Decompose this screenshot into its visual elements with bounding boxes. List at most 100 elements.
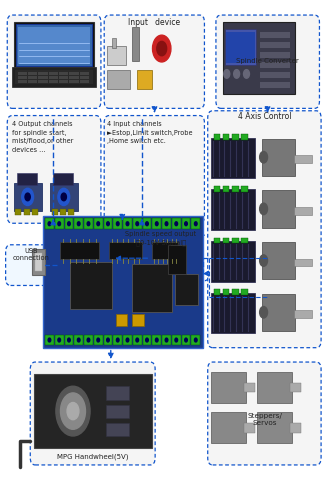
FancyBboxPatch shape [30, 362, 155, 465]
Bar [106, 423, 129, 436]
Bar [225, 29, 256, 65]
Circle shape [107, 338, 109, 342]
Bar [65, 335, 73, 345]
Bar [175, 274, 198, 305]
Circle shape [244, 70, 249, 78]
Bar [49, 72, 58, 75]
Bar [262, 294, 295, 331]
Bar [108, 70, 130, 89]
Bar [211, 241, 255, 282]
Circle shape [56, 386, 90, 436]
Bar [257, 372, 291, 403]
Circle shape [58, 188, 70, 205]
Text: Spindle speed output
（0-10V Signal）: Spindle speed output （0-10V Signal） [125, 231, 196, 246]
Bar [24, 209, 30, 215]
Circle shape [152, 35, 171, 62]
FancyBboxPatch shape [7, 15, 101, 108]
Bar [32, 249, 45, 276]
Bar [168, 245, 186, 274]
Circle shape [126, 222, 129, 226]
Bar [106, 386, 129, 400]
Bar [59, 76, 68, 79]
Text: Steppers/
Servos: Steppers/ Servos [247, 413, 282, 426]
Circle shape [48, 338, 51, 342]
Bar [104, 218, 112, 229]
Text: 4 Output channels
for spindle start,
mist/flood,or other
devices ...: 4 Output channels for spindle start, mis… [12, 121, 74, 153]
Circle shape [194, 222, 197, 226]
Bar [241, 289, 248, 295]
Circle shape [60, 393, 85, 429]
Bar [70, 262, 113, 310]
Circle shape [97, 222, 100, 226]
Circle shape [224, 70, 230, 78]
Bar [84, 218, 93, 229]
Bar [14, 182, 42, 211]
Bar [84, 335, 93, 345]
Text: USB
connection: USB connection [13, 248, 50, 261]
Bar [211, 293, 255, 333]
Text: Input   device: Input device [128, 18, 181, 27]
Bar [53, 173, 73, 185]
Circle shape [87, 222, 90, 226]
Bar [49, 76, 58, 79]
Circle shape [165, 222, 168, 226]
Circle shape [155, 338, 158, 342]
Bar [109, 242, 142, 259]
Bar [290, 383, 301, 392]
Bar [28, 72, 37, 75]
Bar [113, 218, 122, 229]
FancyBboxPatch shape [104, 116, 204, 223]
Bar [152, 218, 161, 229]
Circle shape [78, 338, 80, 342]
Bar [28, 76, 37, 79]
Bar [226, 32, 255, 63]
Bar [35, 253, 42, 272]
Circle shape [234, 70, 240, 78]
Bar [59, 72, 68, 75]
Bar [18, 76, 27, 79]
Bar [223, 238, 229, 243]
Circle shape [260, 203, 268, 215]
Bar [152, 242, 178, 259]
Bar [214, 134, 220, 140]
Bar [69, 72, 79, 75]
Circle shape [87, 338, 90, 342]
Bar [211, 372, 246, 403]
FancyBboxPatch shape [208, 111, 321, 348]
FancyBboxPatch shape [104, 15, 204, 108]
Circle shape [165, 338, 168, 342]
Bar [123, 335, 132, 345]
Bar [38, 72, 48, 75]
Bar [12, 67, 96, 86]
Circle shape [107, 222, 109, 226]
Bar [232, 238, 239, 243]
Text: Spindle Converter: Spindle Converter [236, 58, 299, 63]
Bar [257, 412, 291, 444]
Bar [223, 186, 229, 192]
Bar [260, 42, 290, 48]
Bar [50, 182, 78, 211]
Circle shape [175, 338, 178, 342]
Bar [223, 289, 229, 295]
Bar [60, 209, 66, 215]
Bar [59, 80, 68, 83]
Bar [116, 314, 127, 326]
Bar [16, 24, 92, 66]
FancyBboxPatch shape [6, 245, 56, 286]
Circle shape [78, 222, 80, 226]
Bar [162, 335, 171, 345]
Bar [262, 242, 295, 279]
Bar [132, 314, 144, 326]
Bar [60, 242, 99, 259]
Circle shape [68, 222, 70, 226]
Bar [260, 82, 290, 88]
FancyBboxPatch shape [216, 15, 319, 108]
Bar [214, 238, 220, 243]
Circle shape [22, 188, 34, 205]
Bar [294, 259, 312, 266]
Bar [294, 311, 312, 318]
Bar [191, 335, 200, 345]
Bar [80, 72, 89, 75]
Bar [232, 289, 239, 295]
Bar [113, 335, 122, 345]
